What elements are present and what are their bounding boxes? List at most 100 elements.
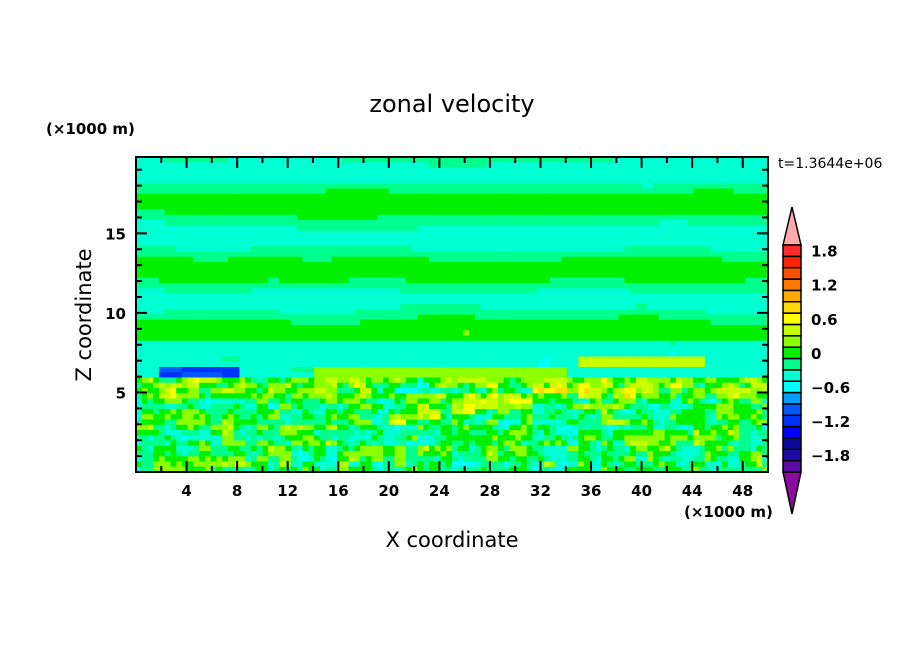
contour-cell [314, 157, 321, 163]
contour-cell [440, 409, 447, 415]
contour-cell [296, 193, 304, 200]
contour-cell [566, 241, 574, 247]
contour-cell [429, 340, 436, 347]
contour-cell [480, 419, 488, 426]
contour-cell [147, 214, 154, 221]
contour-cell [383, 172, 390, 179]
contour-cell [227, 256, 235, 263]
contour-cell [314, 262, 321, 268]
contour-cell [291, 241, 298, 247]
contour-cell [302, 466, 309, 473]
contour-cell [595, 183, 602, 190]
contour-cell [503, 277, 511, 284]
contour-cell [164, 193, 172, 200]
contour-cell [204, 340, 212, 347]
contour-cell [429, 183, 436, 190]
contour-cell [181, 272, 189, 279]
contour-cell [377, 199, 384, 205]
contour-cell [268, 340, 275, 347]
contour-cell [147, 167, 154, 174]
contour-cell [417, 461, 424, 468]
contour-cell [302, 314, 309, 321]
contour-cell [319, 157, 327, 163]
contour-cell [256, 314, 263, 321]
contour-cell [314, 409, 321, 415]
contour-cell [595, 298, 602, 305]
contour-cell [429, 451, 436, 457]
contour-cell [463, 466, 470, 473]
contour-cell [147, 309, 154, 316]
contour-cell [136, 304, 143, 310]
contour-cell [279, 235, 286, 242]
contour-cell [497, 445, 505, 452]
contour-cell [262, 267, 269, 274]
contour-cell [365, 319, 373, 326]
contour-cell [423, 440, 430, 447]
contour-cell [440, 325, 447, 331]
contour-cell [589, 356, 597, 363]
contour-cell [279, 209, 286, 216]
contour-cell [509, 361, 516, 368]
contour-cell [578, 445, 585, 452]
contour-cell [262, 430, 269, 436]
contour-cell [325, 419, 332, 426]
contour-cell [147, 225, 154, 232]
contour-cell [561, 288, 568, 295]
contour-cell [273, 262, 281, 268]
contour-cell [526, 466, 534, 473]
contour-cell [319, 246, 327, 253]
contour-cell [136, 445, 143, 452]
contour-cell [549, 424, 557, 431]
contour-cell [193, 361, 200, 368]
contour-cell [566, 325, 574, 331]
contour-cell [446, 230, 453, 237]
contour-cell [308, 435, 315, 442]
contour-cell [141, 272, 149, 279]
contour-cell [429, 461, 436, 468]
contour-cell [262, 319, 269, 326]
contour-cell [216, 172, 223, 179]
contour-cell [452, 361, 459, 368]
contour-cell [589, 230, 597, 237]
contour-cell [549, 367, 557, 373]
contour-cell [371, 367, 378, 373]
contour-cell [561, 235, 568, 242]
contour-cell [503, 419, 511, 426]
contour-cell [176, 409, 183, 415]
contour-cell [526, 361, 534, 368]
contour-cell [595, 372, 602, 379]
contour-cell [153, 398, 160, 405]
contour-cell [589, 262, 597, 268]
contour-cell [181, 456, 189, 463]
contour-cell [153, 188, 160, 195]
contour-cell [158, 283, 166, 289]
contour-cell [526, 214, 534, 221]
contour-cell [204, 167, 212, 174]
contour-cell [153, 298, 160, 305]
contour-cell [222, 204, 229, 211]
contour-cell [193, 435, 200, 442]
contour-cell [601, 461, 608, 468]
contour-cell [360, 214, 367, 221]
contour-cell [543, 178, 551, 184]
contour-cell [296, 188, 304, 195]
contour-cell [532, 162, 539, 169]
contour-cell [141, 193, 149, 200]
contour-cell [147, 293, 154, 300]
contour-cell [607, 214, 614, 221]
contour-cell [193, 199, 200, 205]
contour-cell [342, 372, 350, 379]
contour-cell [268, 188, 275, 195]
contour-cell [520, 461, 528, 468]
contour-cell [561, 319, 568, 326]
contour-cell [285, 304, 292, 310]
contour-cell [497, 193, 505, 200]
contour-cell [371, 403, 378, 410]
contour-cell [147, 445, 154, 452]
contour-cell [417, 288, 424, 295]
contour-cell [319, 361, 327, 368]
contour-cell [233, 440, 241, 447]
contour-cell [204, 445, 212, 452]
contour-cell [434, 298, 442, 305]
contour-cell [153, 193, 160, 200]
